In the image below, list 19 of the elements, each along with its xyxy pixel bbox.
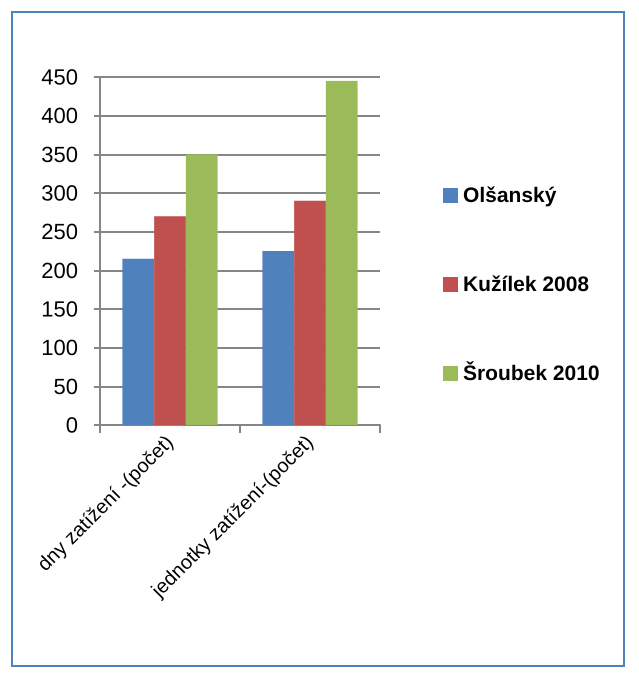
- y-tick-label: 300: [41, 180, 78, 206]
- legend-label: Kužílek 2008: [463, 273, 590, 296]
- bar: [186, 154, 218, 425]
- legend-label: Šroubek 2010: [463, 361, 600, 385]
- bar: [122, 258, 154, 425]
- y-tick-label: 0: [66, 412, 78, 438]
- y-tick-label: 450: [41, 64, 78, 90]
- bar: [326, 80, 358, 425]
- y-tick-label: 350: [41, 142, 78, 167]
- y-tick-label: 150: [41, 296, 78, 322]
- legend-label: Olšanský: [463, 184, 557, 207]
- y-tick-label: 200: [41, 258, 78, 283]
- bar: [154, 216, 186, 425]
- y-tick-label: 250: [41, 219, 78, 244]
- bar: [294, 200, 326, 425]
- y-tick-label: 100: [41, 335, 78, 360]
- y-tick-label: 50: [54, 374, 78, 399]
- bar: [262, 251, 294, 425]
- y-tick-label: 400: [41, 103, 78, 128]
